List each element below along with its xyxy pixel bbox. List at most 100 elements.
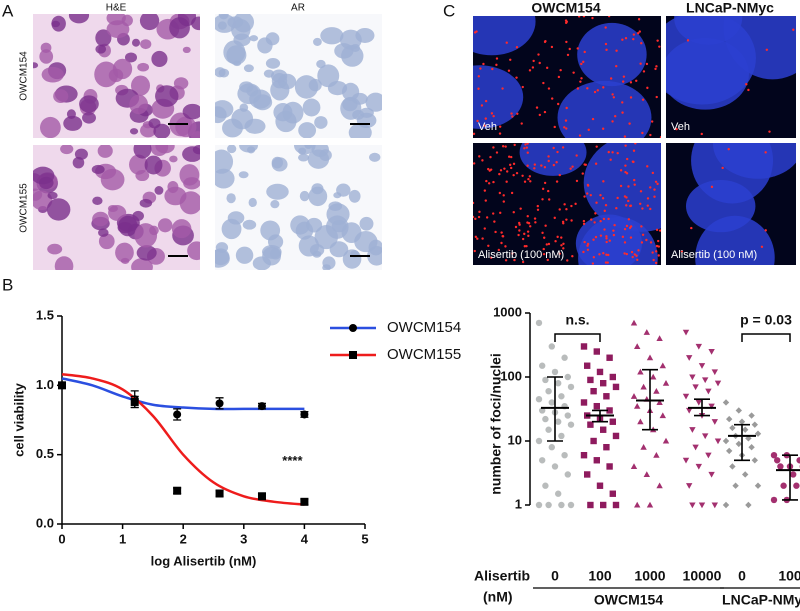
focus	[523, 147, 526, 150]
cell	[40, 116, 61, 138]
cell	[298, 122, 317, 138]
column-header: LNCaP-NMyc	[686, 0, 774, 16]
focus	[568, 47, 571, 51]
focus	[657, 245, 661, 248]
focus	[529, 225, 532, 228]
marker	[637, 368, 644, 375]
focus	[760, 245, 764, 249]
cell	[312, 250, 322, 258]
marker	[545, 426, 552, 433]
focus	[491, 67, 494, 71]
marker	[587, 376, 594, 384]
focus	[608, 239, 611, 242]
focus	[613, 114, 617, 118]
marker	[593, 348, 600, 355]
focus	[533, 163, 537, 166]
focus	[512, 162, 516, 166]
category-label: 100	[778, 568, 800, 584]
focus	[504, 245, 507, 248]
focus	[473, 31, 477, 34]
cell	[314, 116, 328, 129]
focus	[541, 231, 544, 235]
marker	[564, 412, 571, 419]
marker	[695, 463, 702, 470]
focus	[537, 53, 540, 56]
marker	[692, 444, 699, 451]
cell	[97, 145, 113, 158]
focus	[506, 170, 509, 173]
focus	[655, 65, 658, 68]
focus	[641, 233, 645, 237]
focus	[489, 256, 493, 259]
focus	[640, 241, 644, 244]
focus	[649, 207, 652, 211]
cell	[72, 156, 85, 169]
focus	[625, 204, 628, 207]
focus	[533, 217, 537, 220]
focus	[501, 87, 504, 90]
marker	[780, 482, 787, 489]
focus	[487, 244, 490, 247]
x-tick-label: 1	[119, 531, 126, 546]
marker	[646, 354, 654, 361]
focus	[492, 212, 495, 215]
micrograph	[215, 145, 382, 270]
focus	[566, 259, 569, 262]
focus	[601, 127, 605, 130]
focus	[727, 147, 730, 151]
marker	[580, 343, 588, 350]
marker	[748, 412, 755, 419]
marker	[535, 319, 543, 327]
marker	[587, 501, 594, 509]
focus	[582, 222, 586, 226]
focus	[657, 239, 660, 243]
focus	[518, 223, 521, 226]
focus	[629, 204, 632, 208]
marker	[558, 393, 565, 400]
whisker	[547, 376, 563, 442]
micrograph	[473, 16, 661, 138]
focus	[655, 228, 659, 232]
focus	[570, 204, 573, 208]
focus	[651, 251, 654, 254]
marker	[612, 501, 620, 509]
focus	[646, 197, 650, 200]
marker	[535, 395, 543, 403]
column-header: AR	[291, 3, 305, 14]
marker	[735, 440, 742, 448]
focus	[659, 136, 661, 138]
focus	[765, 48, 769, 51]
panel-label: C	[443, 1, 455, 20]
focus	[598, 253, 601, 256]
image-caption: Veh	[671, 121, 690, 133]
focus	[476, 119, 479, 123]
focus	[604, 204, 608, 207]
focus	[624, 164, 627, 167]
marker	[173, 410, 182, 419]
panel-label: B	[2, 275, 13, 294]
cell	[171, 219, 192, 239]
marker	[754, 482, 762, 489]
focus	[484, 117, 487, 120]
focus	[511, 115, 514, 118]
focus	[542, 247, 545, 251]
focus	[498, 132, 502, 135]
cell	[130, 75, 151, 96]
marker	[561, 451, 568, 459]
focus	[654, 261, 658, 265]
focus	[565, 208, 568, 211]
cell	[369, 152, 381, 162]
focus	[515, 46, 519, 49]
focus	[602, 86, 605, 89]
cell	[131, 38, 141, 47]
marker	[630, 393, 638, 399]
focus	[605, 235, 608, 238]
focus	[492, 114, 495, 118]
cell	[226, 193, 236, 204]
focus	[515, 76, 518, 79]
focus	[612, 233, 616, 237]
cell	[137, 62, 150, 72]
focus	[639, 202, 642, 206]
image-caption: Alisertib (100 nM)	[671, 249, 757, 261]
cell	[169, 155, 178, 163]
